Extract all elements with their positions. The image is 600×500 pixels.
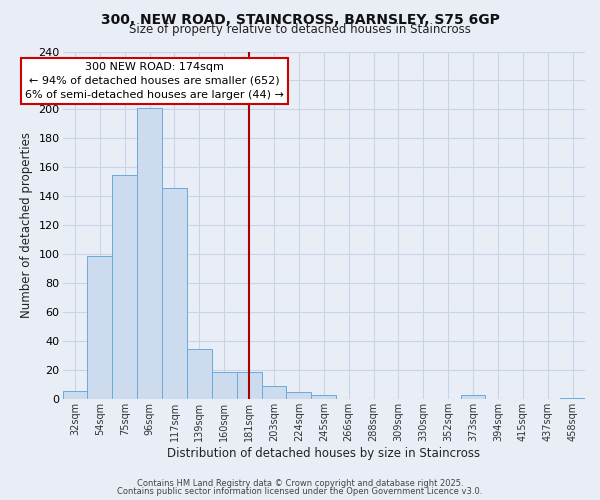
Bar bbox=[560, 398, 585, 400]
Bar bbox=[262, 386, 286, 400]
Bar bbox=[461, 395, 485, 400]
Bar bbox=[88, 256, 112, 400]
Bar bbox=[187, 348, 212, 400]
Bar bbox=[311, 395, 336, 400]
Text: Size of property relative to detached houses in Staincross: Size of property relative to detached ho… bbox=[129, 24, 471, 36]
Bar bbox=[162, 188, 187, 400]
Text: 300, NEW ROAD, STAINCROSS, BARNSLEY, S75 6GP: 300, NEW ROAD, STAINCROSS, BARNSLEY, S75… bbox=[101, 12, 499, 26]
Bar bbox=[236, 372, 262, 400]
Bar bbox=[212, 372, 236, 400]
Text: 300 NEW ROAD: 174sqm
← 94% of detached houses are smaller (652)
6% of semi-detac: 300 NEW ROAD: 174sqm ← 94% of detached h… bbox=[25, 62, 284, 100]
Bar bbox=[286, 392, 311, 400]
Bar bbox=[112, 174, 137, 400]
Text: Contains HM Land Registry data © Crown copyright and database right 2025.: Contains HM Land Registry data © Crown c… bbox=[137, 478, 463, 488]
X-axis label: Distribution of detached houses by size in Staincross: Distribution of detached houses by size … bbox=[167, 447, 481, 460]
Text: Contains public sector information licensed under the Open Government Licence v3: Contains public sector information licen… bbox=[118, 487, 482, 496]
Y-axis label: Number of detached properties: Number of detached properties bbox=[20, 132, 33, 318]
Bar bbox=[137, 108, 162, 400]
Bar bbox=[62, 390, 88, 400]
